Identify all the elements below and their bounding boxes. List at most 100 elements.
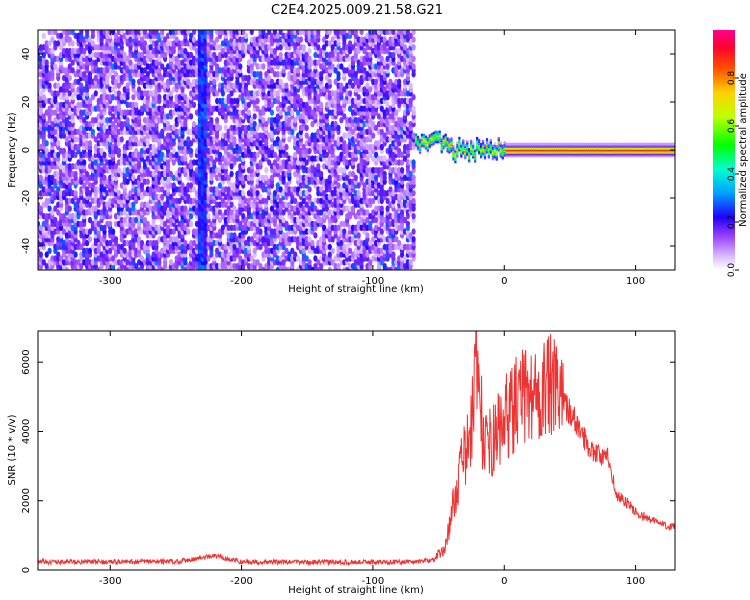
heatmap-cell (85, 55, 90, 62)
heatmap-cell (41, 113, 46, 120)
heatmap-cell (128, 101, 133, 109)
heatmap-cell (64, 197, 69, 205)
heatmap-cell (90, 243, 95, 251)
heatmap-cell (53, 30, 58, 36)
heatmap-cell (105, 201, 110, 208)
heatmap-cell (56, 140, 61, 147)
heatmap-cell (56, 251, 61, 258)
heatmap-cell (67, 90, 72, 97)
heatmap-cell (82, 109, 87, 116)
heatmap-cell (99, 209, 104, 216)
heatmap-cell (70, 59, 75, 66)
heatmap-cell (85, 247, 90, 254)
heatmap-cell (53, 178, 58, 185)
heatmap-cell (70, 67, 75, 74)
heatmap-cell (96, 97, 101, 105)
heatmap-cell (99, 109, 104, 116)
heatmap-cell (82, 117, 87, 124)
heatmap-cell (96, 78, 101, 86)
heatmap-cell (122, 128, 127, 135)
heatmap-cell (87, 71, 93, 78)
heatmap-cell (111, 63, 116, 70)
heatmap-cell (41, 259, 46, 266)
heatmap-cell (53, 136, 58, 143)
heatmap-cell (90, 30, 95, 36)
heatmap-cell (87, 163, 93, 170)
heatmap-cell (53, 216, 58, 224)
heatmap-cell (356, 232, 361, 239)
heatmap-cell (82, 159, 87, 166)
heatmap-cell (76, 259, 81, 266)
heatmap-cell (73, 32, 78, 39)
heatmap-cell (79, 82, 84, 89)
heatmap-cell (73, 105, 78, 112)
heatmap-cell (73, 151, 78, 158)
heatmap-cell (105, 74, 110, 82)
heatmap-cell (111, 74, 116, 82)
heatmap-cell (70, 163, 75, 170)
heatmap-cell (87, 140, 93, 147)
heatmap-cell (93, 105, 98, 112)
heatmap-cell (93, 90, 98, 97)
heatmap-cell (96, 120, 101, 128)
heatmap-cell (310, 239, 315, 247)
heatmap-cell (59, 255, 64, 262)
heatmap-cell (108, 124, 113, 132)
heatmap-cell (61, 182, 67, 189)
heatmap-cell (50, 174, 55, 181)
heatmap-cell (145, 178, 150, 185)
heatmap-cell (128, 239, 133, 247)
heatmap-cell (125, 251, 130, 258)
heatmap-cell (50, 36, 55, 43)
heatmap-cell (128, 136, 133, 143)
heatmap-cell (41, 213, 46, 220)
heatmap-cell (116, 36, 121, 43)
heatmap-cell (44, 59, 49, 66)
heatmap-cell (44, 147, 49, 155)
heatmap-cell (93, 159, 98, 166)
heatmap-cell (298, 36, 303, 43)
heatmap-cell (87, 120, 93, 128)
heatmap-cell (113, 220, 119, 228)
heatmap-cell (41, 44, 46, 51)
heatmap-cell (119, 120, 124, 128)
heatmap-cell (59, 147, 64, 155)
heatmap-cell (64, 216, 69, 224)
heatmap-cell (44, 213, 49, 220)
heatmap-cell (128, 151, 133, 158)
heatmap-cell (125, 117, 130, 124)
heatmap-cell (73, 190, 78, 197)
heatmap-cell (73, 71, 78, 78)
heatmap-cell (99, 51, 104, 59)
heatmap-cell (99, 236, 104, 243)
heatmap-cell (189, 147, 194, 155)
heatmap-cell (108, 239, 113, 247)
heatmap-cell (67, 197, 72, 205)
heatmap-cell (59, 163, 64, 170)
heatmap-cell (131, 78, 136, 86)
heatmap-cell (82, 197, 87, 205)
heatmap-cell (70, 170, 75, 178)
heatmap-cell (116, 259, 121, 266)
heatmap-cell (56, 220, 61, 228)
heatmap-cell (116, 243, 121, 251)
heatmap-cell (87, 259, 93, 266)
heatmap-cell (119, 193, 124, 201)
heatmap-cell (105, 220, 110, 228)
heatmap-cell (108, 136, 113, 143)
heatmap-cell (307, 47, 312, 55)
heatmap-cell (82, 36, 87, 43)
heatmap-cell (111, 55, 116, 62)
heatmap-cell (61, 82, 67, 89)
heatmap-cell (215, 117, 220, 124)
heatmap-cell (209, 117, 214, 124)
heatmap-cell (102, 124, 107, 132)
heatmap-cell (119, 243, 124, 251)
heatmap-cell (96, 197, 101, 205)
heatmap-cell (56, 186, 61, 193)
heatmap-cell (50, 255, 55, 262)
heatmap-cell (96, 186, 101, 193)
heatmap-cell (87, 247, 93, 254)
heatmap-cell (56, 101, 61, 109)
